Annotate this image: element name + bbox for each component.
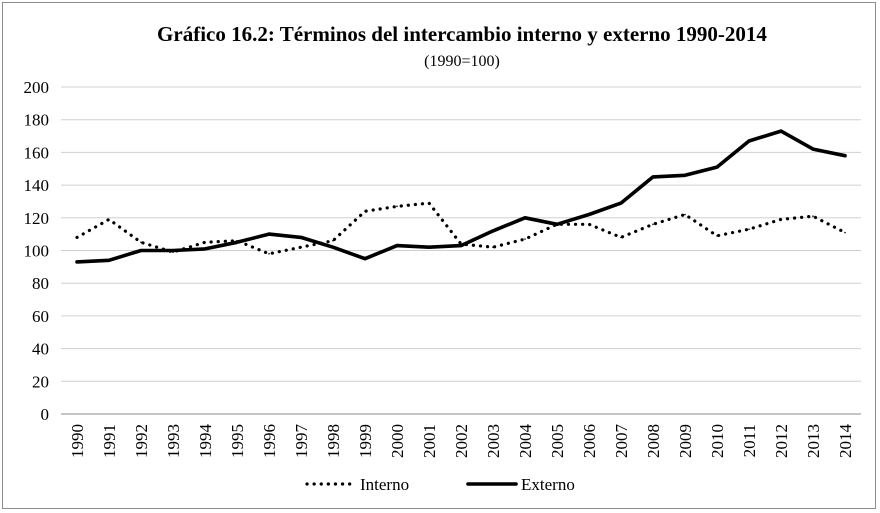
data-point-interno <box>140 241 142 244</box>
x-tick-label: 1994 <box>196 424 215 459</box>
data-point-externo <box>236 241 238 244</box>
x-tick-label: 2004 <box>516 424 535 459</box>
data-point-interno <box>108 218 110 221</box>
y-tick-label: 100 <box>24 242 50 261</box>
data-point-externo <box>684 174 686 177</box>
x-tick-label: 2006 <box>580 424 599 458</box>
y-tick-label: 20 <box>32 372 49 391</box>
data-point-externo <box>396 244 398 247</box>
data-point-interno <box>844 231 846 234</box>
data-point-externo <box>76 261 78 263</box>
data-point-interno <box>300 246 302 249</box>
data-point-externo <box>492 230 494 232</box>
legend-label-interno: Interno <box>360 475 409 494</box>
y-tick-label: 60 <box>32 307 49 326</box>
x-tick-label: 2005 <box>548 424 567 458</box>
x-tick-label: 1996 <box>260 424 279 458</box>
data-point-externo <box>300 236 302 239</box>
data-point-interno <box>748 228 750 231</box>
data-point-externo <box>748 140 750 142</box>
x-tick-label: 2000 <box>388 424 407 458</box>
data-point-interno <box>652 223 654 226</box>
x-tick-label: 1995 <box>228 424 247 458</box>
y-tick-label: 140 <box>24 176 50 195</box>
chart-subtitle: (1990=100) <box>424 53 500 70</box>
data-point-externo <box>780 130 782 132</box>
y-tick-label: 200 <box>24 78 50 97</box>
data-point-externo <box>172 249 174 252</box>
series-group <box>75 129 847 264</box>
data-point-externo <box>108 259 110 262</box>
x-tick-label: 2012 <box>772 424 791 458</box>
data-point-externo <box>332 246 334 249</box>
data-point-externo <box>588 213 590 216</box>
data-point-interno <box>588 223 590 226</box>
data-point-externo <box>620 202 622 204</box>
data-point-externo <box>268 233 270 235</box>
x-tick-label: 1990 <box>68 424 87 458</box>
y-tick-label: 80 <box>32 274 49 293</box>
data-point-interno <box>620 236 622 239</box>
data-point-interno <box>428 202 430 204</box>
y-tick-label: 160 <box>24 143 50 162</box>
data-point-interno <box>332 239 334 242</box>
data-point-externo <box>428 246 430 249</box>
data-point-interno <box>780 218 782 221</box>
x-tick-label: 1991 <box>100 424 119 458</box>
x-tick-label: 1993 <box>164 424 183 458</box>
x-tick-label: 2010 <box>708 424 727 458</box>
chart-canvas: Gráfico 16.2: Términos del intercambio i… <box>24 22 861 494</box>
data-point-interno <box>396 205 398 208</box>
data-point-externo <box>524 217 526 219</box>
x-tick-label: 1997 <box>292 424 311 459</box>
x-axis-ticks: 1990 1991 1992 1993 1994 1995 1996 1997 1998 1999… <box>68 424 855 459</box>
data-point-interno <box>364 210 366 213</box>
x-tick-label: 2011 <box>740 424 759 457</box>
y-axis-ticks: 0 20 40 60 80 100 120 140 160 180 200 <box>24 78 50 424</box>
data-point-interno <box>492 246 494 249</box>
data-point-externo <box>204 248 206 250</box>
data-point-externo <box>556 223 558 226</box>
x-tick-label: 2009 <box>676 424 695 458</box>
data-point-interno <box>204 241 206 244</box>
y-tick-label: 0 <box>41 405 50 424</box>
y-tick-label: 180 <box>24 111 50 130</box>
data-point-externo <box>460 244 462 247</box>
x-tick-label: 1992 <box>132 424 151 458</box>
data-point-interno <box>268 252 270 255</box>
data-point-interno <box>524 238 526 240</box>
x-tick-label: 1999 <box>356 424 375 458</box>
data-point-externo <box>716 166 718 168</box>
data-point-interno <box>684 213 686 216</box>
data-point-interno <box>76 236 78 239</box>
data-point-externo <box>140 249 142 252</box>
data-point-externo <box>812 148 814 150</box>
x-tick-label: 2001 <box>420 424 439 458</box>
legend: Interno Externo <box>305 475 575 494</box>
x-tick-label: 2007 <box>612 424 631 459</box>
legend-label-externo: Externo <box>521 475 575 494</box>
data-point-interno <box>716 234 718 237</box>
x-tick-label: 2003 <box>484 424 503 458</box>
data-point-externo <box>652 176 654 178</box>
y-tick-label: 120 <box>24 209 50 228</box>
x-tick-label: 2008 <box>644 424 663 458</box>
data-point-interno <box>812 215 814 217</box>
x-tick-label: 2013 <box>804 424 823 458</box>
y-tick-label: 40 <box>32 340 49 359</box>
x-tick-label: 1998 <box>324 424 343 458</box>
data-point-externo <box>364 257 366 260</box>
chart-title: Gráfico 16.2: Términos del intercambio i… <box>157 22 767 46</box>
x-tick-label: 2002 <box>452 424 471 458</box>
data-point-externo <box>844 154 846 157</box>
x-tick-label: 2014 <box>836 424 855 459</box>
